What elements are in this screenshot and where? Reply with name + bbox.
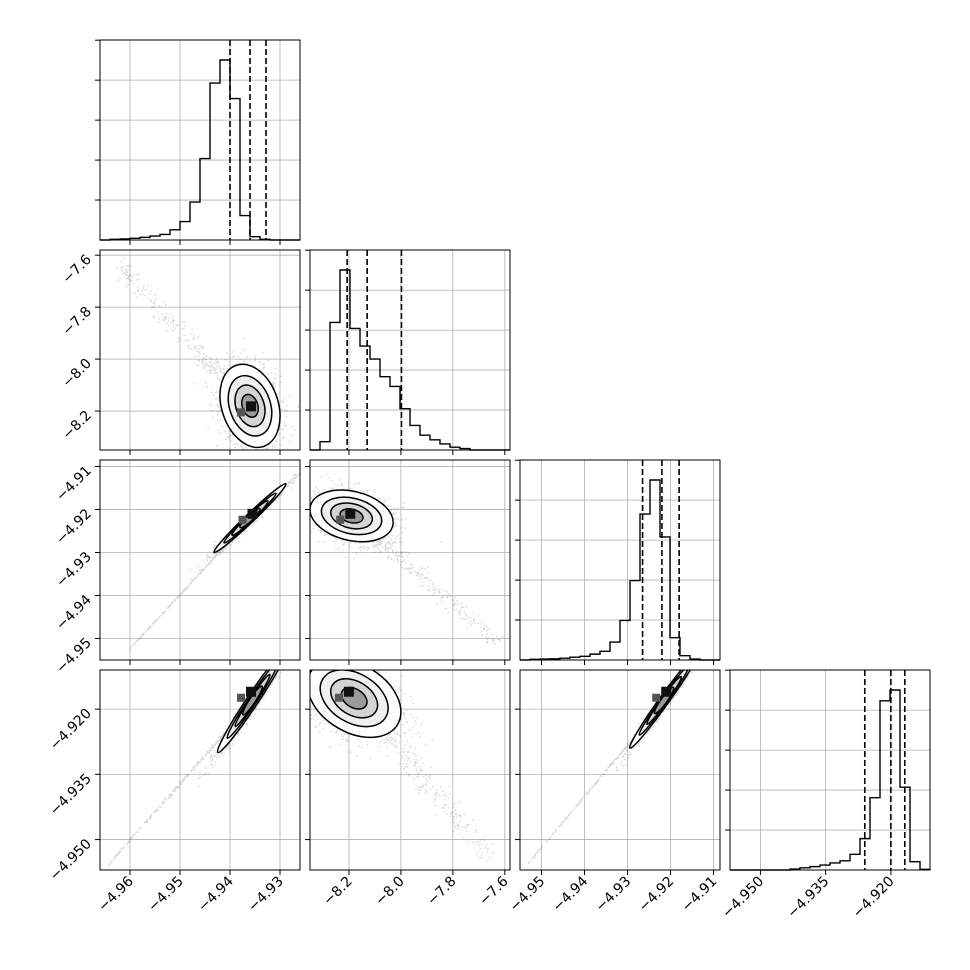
density-peak <box>246 401 256 412</box>
scatter-panel-3-2 <box>519 669 721 871</box>
scatter-panel-2-0 <box>99 459 301 661</box>
density-layer <box>310 474 504 645</box>
density-peak <box>246 686 256 697</box>
x-tick-label: −4.94 <box>550 873 592 915</box>
scatter-panel-3-1 <box>309 669 511 871</box>
x-tick-label: −8.2 <box>320 874 355 909</box>
density-layer <box>116 256 299 450</box>
scatter-points <box>116 256 299 450</box>
histogram-panel-1 <box>305 249 511 451</box>
panel-frame <box>309 249 511 451</box>
y-tick-label: −4.920 <box>47 706 95 754</box>
y-tick-label: −8.0 <box>59 356 94 391</box>
scatter-points <box>528 670 693 865</box>
panel-frame <box>519 669 721 871</box>
x-tick-label: −4.95 <box>507 874 549 916</box>
density-layer <box>108 670 289 866</box>
panel-frame <box>309 459 511 661</box>
panel-frame <box>729 669 931 871</box>
density-core-cell <box>334 693 343 702</box>
panel-frame <box>519 459 721 661</box>
x-tick-label: −4.93 <box>245 874 287 916</box>
x-tick-label: −4.94 <box>195 873 237 915</box>
histogram-step-1 <box>310 269 510 451</box>
y-tick-label: −4.94 <box>53 592 95 634</box>
y-tick-label: −7.8 <box>59 304 94 339</box>
histogram-panel-3 <box>725 669 931 871</box>
panel-frame <box>99 669 301 871</box>
panel-frame <box>99 459 301 661</box>
scatter-panel-2-1 <box>309 459 511 661</box>
x-tick-label: −4.93 <box>593 874 635 916</box>
y-tick-label: −4.92 <box>53 506 95 548</box>
y-tick-label: −4.95 <box>53 635 95 677</box>
x-tick-label: −4.92 <box>636 874 678 916</box>
x-tick-label: −4.935 <box>785 874 833 922</box>
scatter-panel-1-0 <box>99 249 301 451</box>
histogram-panel-2 <box>515 459 721 661</box>
panel-frame <box>99 249 301 451</box>
density-peak <box>661 686 672 697</box>
density-layer <box>528 670 700 865</box>
density-core-cell <box>336 515 345 524</box>
panel-frame <box>99 39 301 241</box>
x-tick-label: −4.950 <box>719 874 767 922</box>
y-tick-label: −4.93 <box>53 549 95 591</box>
histogram-panel-0 <box>95 39 301 241</box>
density-core-cell <box>652 693 661 702</box>
scatter-panel-3-0 <box>99 669 301 871</box>
x-tick-label: −4.91 <box>679 874 721 916</box>
y-tick-label: −7.6 <box>59 252 94 287</box>
scatter-points <box>108 670 282 866</box>
y-tick-label: −8.2 <box>59 408 94 443</box>
y-tick-label: −4.935 <box>47 771 95 819</box>
scatter-points <box>310 670 494 862</box>
histogram-step-2 <box>520 479 720 661</box>
density-core-cell <box>238 515 247 524</box>
y-tick-label: −4.91 <box>53 463 95 505</box>
density-peak <box>247 508 258 519</box>
density-core-cell <box>237 408 245 417</box>
panel-frame <box>309 669 511 871</box>
density-contour <box>241 685 264 716</box>
x-tick-label: −8.0 <box>372 874 407 909</box>
x-tick-label: −7.8 <box>424 874 459 909</box>
histogram-step-0 <box>100 59 300 241</box>
scatter-points <box>129 473 300 650</box>
x-tick-label: −4.96 <box>95 873 137 915</box>
x-tick-label: −4.95 <box>145 874 187 916</box>
x-tick-label: −4.920 <box>850 874 898 922</box>
density-peak <box>343 686 354 697</box>
y-tick-label: −4.950 <box>47 836 95 884</box>
density-peak <box>345 508 356 519</box>
density-core-cell <box>237 693 245 702</box>
density-layer <box>310 670 494 862</box>
histogram-step-3 <box>730 689 931 871</box>
density-layer <box>129 473 300 650</box>
